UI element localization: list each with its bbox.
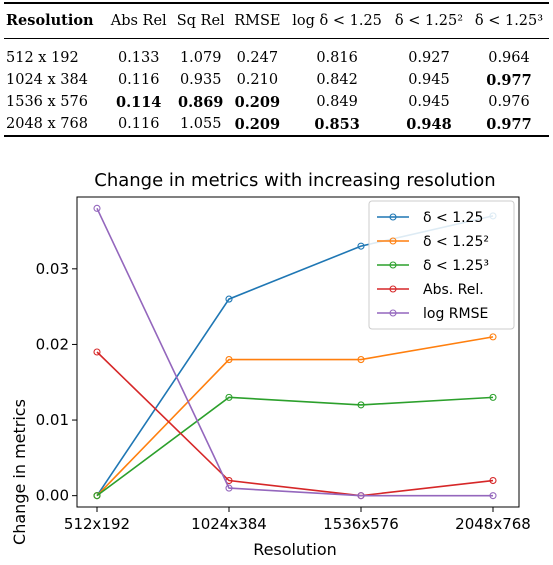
legend-marker [389,261,397,269]
data-point [489,492,497,500]
table-header: Resolution [6,12,94,29]
chart-title: Change in metrics with increasing resolu… [94,170,495,191]
line-chart: Change in metrics with increasing resolu… [10,170,531,559]
table-row: 2048 x 768 0.116 1.055 0.209 0.853 0.948… [4,113,549,136]
series-line [96,208,493,497]
legend-label: δ < 1.25 [423,210,483,226]
data-point [357,242,365,250]
table-cell: 0.247 [236,50,279,66]
legend-marker [389,285,397,293]
x-tick-label: 1536x576 [323,515,399,533]
table-cell: 512 x 192 [6,50,79,66]
table-cell: 0.853 [314,115,360,133]
x-tick-label: 2048x768 [455,515,531,533]
table-cell: 0.210 [236,72,279,88]
legend-marker [389,237,397,245]
table-cell: 0.945 [408,72,450,88]
table-cell: 0.209 [234,93,281,111]
table-cell: 0.816 [316,50,358,66]
data-point [225,356,233,364]
data-point [93,204,101,212]
table-cell: 1.079 [179,50,222,66]
series-line [96,396,494,497]
results-table: Resolution Abs Rel Sq Rel RMSE log δ < 1… [4,2,549,137]
data-point [489,476,497,485]
data-point [357,492,365,500]
table-header: Abs Rel [110,12,167,29]
data-point [93,348,101,356]
y-tick-label: 0.01 [36,411,69,429]
table-header: δ < 1.25² [394,12,464,29]
table-cell: 0.842 [316,72,358,88]
table-cell: 0.977 [486,115,532,133]
x-tick-label: 1024x384 [191,515,267,533]
table-cell: 0.964 [488,50,530,66]
data-point [489,393,497,401]
data-point [225,484,233,492]
table-cell: 0.869 [177,93,224,111]
table-cell: 0.116 [117,72,160,88]
legend-label: log RMSE [423,306,488,322]
data-point [489,333,497,341]
y-axis-label: Change in metrics [10,399,29,545]
table-row: 1536 x 576 0.114 0.869 0.209 0.849 0.945… [4,91,549,113]
y-tick-label: 0.00 [36,487,69,505]
table-cell: 1.055 [179,116,222,132]
legend-box [368,200,515,330]
data-point [225,393,233,401]
y-tick-label: 0.03 [36,260,69,278]
plot-frame [76,196,520,508]
table-header-row: Resolution Abs Rel Sq Rel RMSE log δ < 1… [4,3,549,39]
table-row: 1024 x 384 0.116 0.935 0.210 0.842 0.945… [4,69,549,91]
table-header: RMSE [234,12,281,29]
table-header: log δ < 1.25 [292,12,382,29]
table-cell: 0.116 [117,116,160,132]
table-cell: 0.849 [316,94,358,110]
table-cell: 0.945 [408,94,450,110]
table-header: Sq Rel [176,12,225,29]
table-cell: 0.114 [115,93,162,111]
data-point [225,295,233,303]
legend-marker [389,213,397,221]
legend-marker [389,309,397,317]
table-cell: 0.976 [488,94,530,110]
legend-label: δ < 1.25³ [423,258,489,274]
data-point [357,356,365,364]
table-cell: 0.133 [117,50,160,66]
table-cell: 1536 x 576 [6,94,88,110]
x-tick-label: 512x192 [64,515,130,533]
table-cell: 0.935 [179,72,222,88]
data-point [357,401,365,409]
legend-label: δ < 1.25² [423,234,489,250]
table-cell: 0.948 [406,115,452,133]
table-row: 512 x 192 0.133 1.079 0.247 0.816 0.927 … [4,39,549,70]
table-cell: 0.927 [408,50,450,66]
table-cell: 0.209 [234,115,281,133]
table-header: δ < 1.25³ [474,12,544,29]
y-tick-label: 0.02 [36,335,69,353]
data-point [93,492,101,500]
legend: δ < 1.25 δ < 1.25² δ < 1.25³ Abs. Rel. log R… [368,200,515,330]
series-line [96,336,494,497]
series-line [96,351,494,497]
table-cell: 1024 x 384 [6,72,88,88]
x-axis-label: Resolution [253,540,337,559]
legend-label: Abs. Rel. [423,282,484,298]
table-cell: 2048 x 768 [6,116,88,132]
table-cell: 0.977 [486,71,532,89]
